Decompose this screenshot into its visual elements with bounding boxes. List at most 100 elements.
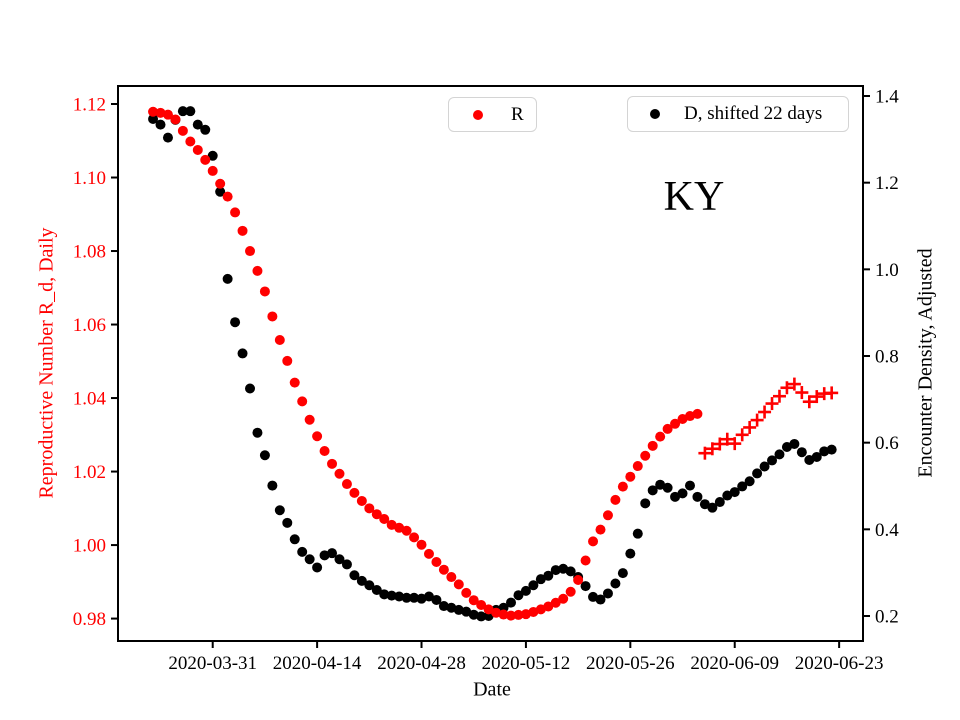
data-point-d <box>215 186 226 197</box>
right-tick-label: 0.6 <box>875 433 899 454</box>
x-tick-label: 2020-05-26 <box>586 653 675 674</box>
data-point-d <box>259 450 270 461</box>
data-point-d <box>722 490 733 501</box>
data-point-d <box>304 554 315 565</box>
data-point-d <box>386 590 397 601</box>
data-point-d <box>632 528 643 539</box>
data-point-r <box>483 604 494 615</box>
data-point-d <box>409 592 420 603</box>
data-point-d <box>580 581 591 592</box>
data-point-r <box>640 450 651 461</box>
right-axis-label: Encounter Density, Adjusted <box>914 248 937 478</box>
data-point-r <box>259 286 270 297</box>
data-point-d <box>789 438 800 449</box>
data-point-r <box>230 207 241 218</box>
data-point-r <box>498 609 509 620</box>
data-point-r <box>207 165 218 176</box>
data-point-d <box>200 124 211 135</box>
data-point-d <box>476 611 487 622</box>
data-point-r <box>647 440 658 451</box>
data-point-d <box>155 119 166 130</box>
data-point-r <box>327 458 338 469</box>
data-point-d <box>438 601 449 612</box>
data-point-r <box>356 495 367 506</box>
data-point-d <box>550 565 561 576</box>
data-point-r <box>289 377 300 388</box>
x-tick-label: 2020-05-12 <box>482 653 571 674</box>
data-point-d <box>282 517 293 528</box>
data-point-d <box>297 546 308 557</box>
x-tick-label: 2020-06-23 <box>795 653 884 674</box>
legend-box-r: R <box>448 97 537 132</box>
data-point-d <box>670 491 681 502</box>
data-point-r <box>312 431 323 442</box>
data-point-d <box>244 383 255 394</box>
data-point-r <box>506 610 517 621</box>
data-point-r <box>662 423 673 434</box>
data-point-d <box>617 568 628 579</box>
data-point-r <box>617 481 628 492</box>
data-point-d <box>431 594 442 605</box>
right-tick-label: 1.2 <box>875 173 899 194</box>
data-point-r <box>431 556 442 567</box>
data-point-r <box>177 125 188 136</box>
data-point-d <box>677 488 688 499</box>
data-point-d <box>662 482 673 493</box>
data-point-r <box>602 510 613 521</box>
data-point-r <box>349 487 360 498</box>
data-point-d <box>506 597 517 608</box>
data-point-r <box>692 408 703 419</box>
data-point-r <box>379 513 390 524</box>
right-tick-label: 1.4 <box>875 87 899 108</box>
left-tick-label: 0.98 <box>73 609 106 630</box>
data-point-r <box>580 555 591 566</box>
data-point-r <box>155 107 166 118</box>
legend-label-d: D, shifted 22 days <box>684 103 823 124</box>
data-point-d <box>595 594 606 605</box>
data-point-d <box>543 570 554 581</box>
data-point-d <box>371 584 382 595</box>
data-point-d <box>774 449 785 460</box>
data-point-r <box>237 225 248 236</box>
left-tick-label: 1.02 <box>73 462 106 483</box>
data-point-d <box>192 119 203 130</box>
data-point-d <box>468 609 479 620</box>
legend-label-r: R <box>511 103 524 125</box>
data-point-r <box>513 609 524 620</box>
data-point-d <box>759 461 770 472</box>
data-point-r <box>588 536 599 547</box>
data-point-r <box>371 509 382 520</box>
data-point-r <box>200 154 211 165</box>
data-point-r <box>573 574 584 585</box>
data-point-d <box>610 578 621 589</box>
data-point-d <box>811 451 822 462</box>
data-point-d <box>707 502 718 513</box>
data-point-r <box>416 539 427 550</box>
data-point-d <box>423 591 434 602</box>
left-tick-label: 1.12 <box>73 95 106 116</box>
data-point-r <box>461 587 472 598</box>
data-point-r <box>274 334 285 345</box>
data-point-r <box>185 136 196 147</box>
data-point-d <box>752 468 763 479</box>
data-point-r <box>423 548 434 559</box>
data-point-r <box>222 191 233 202</box>
data-point-d <box>207 150 218 161</box>
left-axis-label: Reproductive Number R_d, Daily <box>35 227 58 499</box>
left-tick-label: 1.06 <box>73 315 106 336</box>
data-point-r <box>543 601 554 612</box>
data-point-r <box>565 586 576 597</box>
data-point-d <box>796 447 807 458</box>
data-point-r <box>192 144 203 155</box>
data-point-r <box>446 572 457 583</box>
data-point-d <box>349 570 360 581</box>
data-point-r <box>334 468 345 479</box>
data-point-r <box>282 355 293 366</box>
data-point-d <box>520 585 531 596</box>
data-point-r <box>438 564 449 575</box>
data-point-d <box>237 348 248 359</box>
data-point-d <box>453 604 464 615</box>
data-point-d <box>684 480 695 491</box>
